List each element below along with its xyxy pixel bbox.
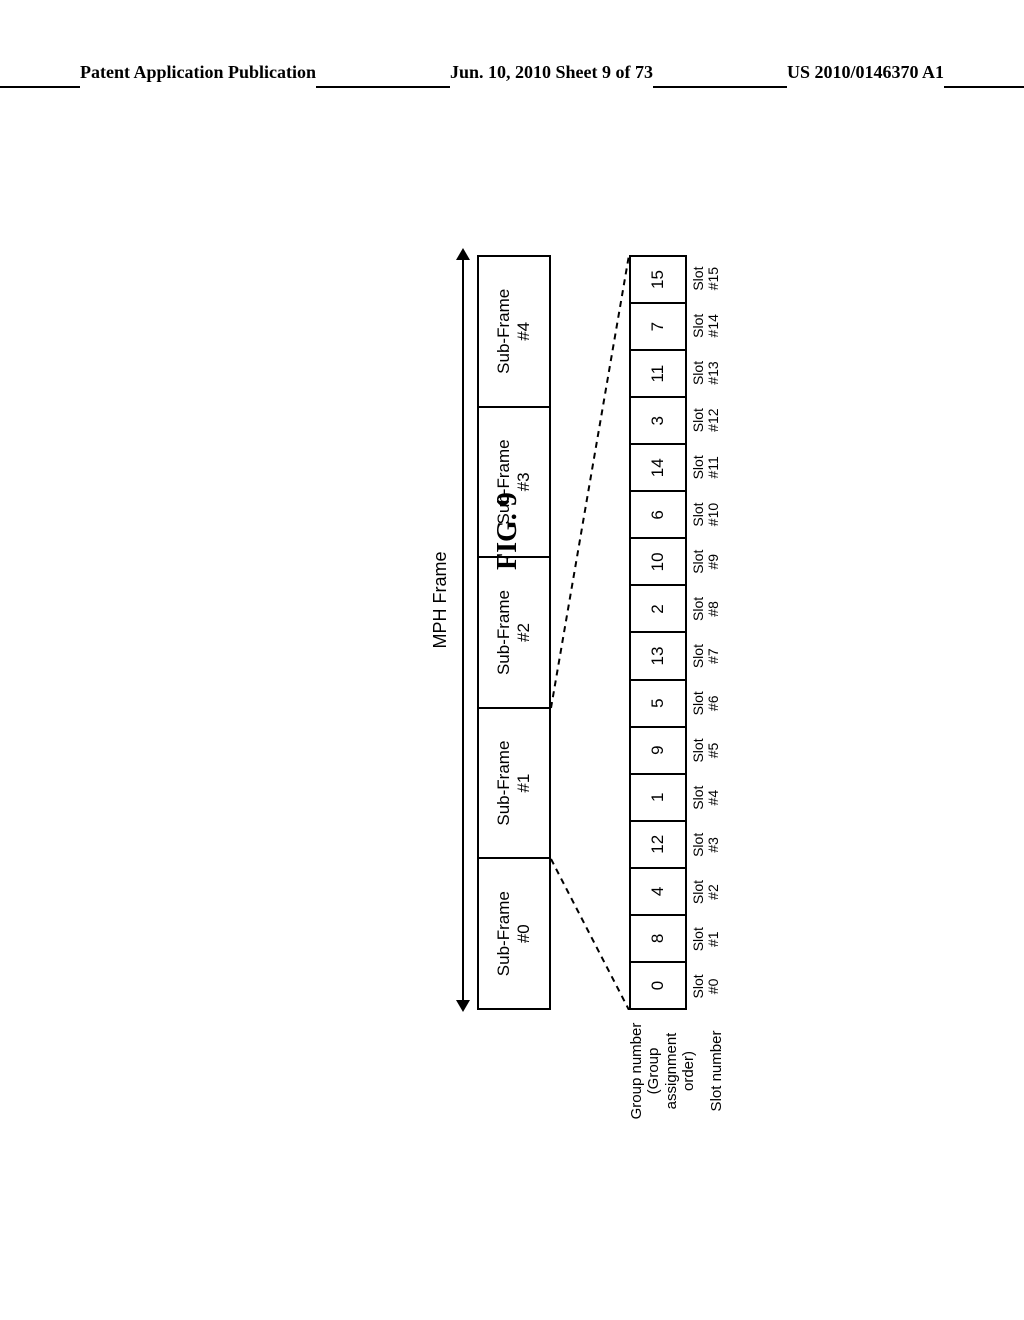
group-cell: 8: [631, 914, 685, 961]
slot-name: Slot#14: [691, 302, 722, 349]
subframe-cell: Sub-Frame#1: [479, 707, 549, 858]
slot-number-label: Slot number: [708, 1012, 725, 1130]
header-center: Jun. 10, 2010 Sheet 9 of 73: [450, 62, 653, 88]
dashed-left-icon: [551, 859, 629, 1010]
slot-name: Slot#0: [691, 963, 722, 1010]
group-cell: 11: [631, 349, 685, 396]
dashed-right-icon: [551, 255, 629, 708]
group-cell: 13: [631, 632, 685, 679]
group-cell: 12: [631, 820, 685, 867]
group-cell: 4: [631, 867, 685, 914]
slot-name: Slot#10: [691, 491, 722, 538]
group-cell: 10: [631, 537, 685, 584]
patent-header: Patent Application Publication Jun. 10, …: [0, 86, 1024, 88]
slot-name: Slot#9: [691, 538, 722, 585]
subframe-cell: Sub-Frame#2: [479, 556, 549, 707]
subframe-row: Sub-Frame#0 Sub-Frame#1 Sub-Frame#2 Sub-…: [477, 255, 551, 1010]
slot-name: Slot#12: [691, 397, 722, 444]
slot-name: Slot#13: [691, 349, 722, 396]
mph-frame-label: MPH Frame: [430, 190, 451, 1130]
slot-name: Slot#7: [691, 633, 722, 680]
group-cell: 2: [631, 584, 685, 631]
group-cell: 14: [631, 443, 685, 490]
arrow-head-left-icon: [456, 1000, 470, 1012]
mph-frame-diagram: MPH Frame Sub-Frame#0 Sub-Frame#1 Sub-Fr…: [430, 190, 722, 1130]
group-cell: 5: [631, 679, 685, 726]
group-cell: 0: [631, 961, 685, 1008]
slot-number-row: Slot#0 Slot#1 Slot#2 Slot#3 Slot#4 Slot#…: [691, 255, 722, 1010]
slot-name: Slot#6: [691, 680, 722, 727]
group-cell: 3: [631, 396, 685, 443]
slot-name: Slot#11: [691, 444, 722, 491]
header-left: Patent Application Publication: [80, 62, 316, 88]
slot-name: Slot#2: [691, 868, 722, 915]
frame-span-arrow: [453, 250, 473, 1010]
slot-name: Slot#5: [691, 727, 722, 774]
slot-name: Slot#15: [691, 255, 722, 302]
group-cell: 6: [631, 490, 685, 537]
group-cell: 15: [631, 257, 685, 302]
group-number-label: Group number(Group assignmentorder): [628, 1012, 697, 1130]
slot-name: Slot#3: [691, 821, 722, 868]
group-cell: 9: [631, 726, 685, 773]
group-cell: 7: [631, 302, 685, 349]
subframe-cell: Sub-Frame#4: [479, 257, 549, 406]
expansion-dashed-lines: [551, 255, 629, 1010]
header-right: US 2010/0146370 A1: [787, 62, 944, 88]
group-cell: 1: [631, 773, 685, 820]
slot-name: Slot#1: [691, 916, 722, 963]
slot-name: Slot#8: [691, 585, 722, 632]
subframe-cell: Sub-Frame#0: [479, 857, 549, 1008]
subframe-cell: Sub-Frame#3: [479, 406, 549, 557]
group-number-row: 0 8 4 12 1 9 5 13 2 10 6 14 3 11 7 15: [629, 255, 687, 1010]
arrow-head-right-icon: [456, 248, 470, 260]
arrow-line: [462, 250, 464, 1010]
slot-name: Slot#4: [691, 774, 722, 821]
